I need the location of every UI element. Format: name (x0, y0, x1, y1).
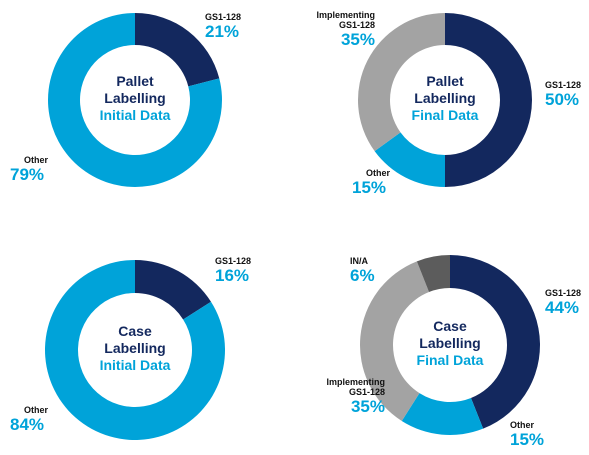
slice-name: Other (24, 155, 49, 165)
chart-subtitle: Final Data (416, 352, 484, 368)
slice-label: Other 79% (10, 155, 104, 184)
slice-label: Other 84% (10, 405, 104, 434)
donut-slice (445, 13, 532, 187)
donut-slice (48, 13, 223, 187)
slice-value: 44% (545, 298, 580, 317)
center-label: Case Labelling Final Data (405, 318, 495, 369)
slice-label: Other 15% (510, 420, 589, 449)
slice-name: GS1-128 (205, 12, 242, 22)
slice-label: GS1-128 21% (205, 12, 285, 41)
donut-slice (416, 255, 450, 293)
slice-label: IN/A 6% (350, 256, 430, 285)
slice-name: GS1-128 (215, 256, 252, 266)
slice-value: 6% (350, 266, 375, 285)
slice-name: GS1-128 (545, 80, 582, 90)
slice-label: Implementing GS1-128 35% (305, 377, 385, 416)
slice-name: Implementing GS1-128 (316, 10, 375, 30)
slice-value: 84% (10, 415, 45, 434)
center-label: Pallet Labelling Initial Data (90, 73, 180, 124)
slice-value: 35% (340, 30, 375, 49)
slice-label: GS1-128 16% (215, 256, 295, 285)
slice-name: Other (510, 420, 535, 430)
donut-slice (45, 260, 226, 440)
donut-slice (360, 261, 430, 421)
chart-title: Pallet Labelling (104, 73, 166, 106)
slice-name: IN/A (350, 256, 368, 266)
donut-slice (374, 132, 445, 187)
chart-title: Case Labelling (104, 323, 166, 356)
slice-name: Implementing GS1-128 (326, 377, 385, 397)
center-label: Pallet Labelling Final Data (400, 73, 490, 124)
slice-name: Other (366, 168, 391, 178)
donut-slice (450, 255, 540, 429)
chart-subtitle: Final Data (411, 107, 479, 123)
donut-slice (135, 13, 220, 87)
slice-label: GS1-128 50% (545, 80, 589, 109)
chart-title: Pallet Labelling (414, 73, 476, 106)
slice-name: GS1-128 (545, 288, 582, 298)
center-label: Case Labelling Initial Data (90, 323, 180, 374)
chart-subtitle: Initial Data (99, 357, 171, 373)
slice-value: 15% (352, 178, 387, 197)
slice-value: 21% (205, 22, 240, 41)
slice-label: Other 15% (352, 168, 446, 197)
slice-value: 50% (545, 90, 580, 109)
chart-subtitle: Initial Data (99, 107, 171, 123)
slice-value: 16% (215, 266, 250, 285)
slice-label: Implementing GS1-128 35% (295, 10, 375, 49)
slice-label: GS1-128 44% (545, 288, 589, 317)
donut-slice (135, 260, 211, 320)
donut-slice (401, 393, 484, 435)
slice-name: Other (24, 405, 49, 415)
slice-value: 15% (510, 430, 545, 449)
slice-value: 35% (350, 397, 385, 416)
slice-value: 79% (10, 165, 45, 184)
donut-slice (358, 12, 445, 152)
chart-title: Case Labelling (419, 318, 481, 351)
